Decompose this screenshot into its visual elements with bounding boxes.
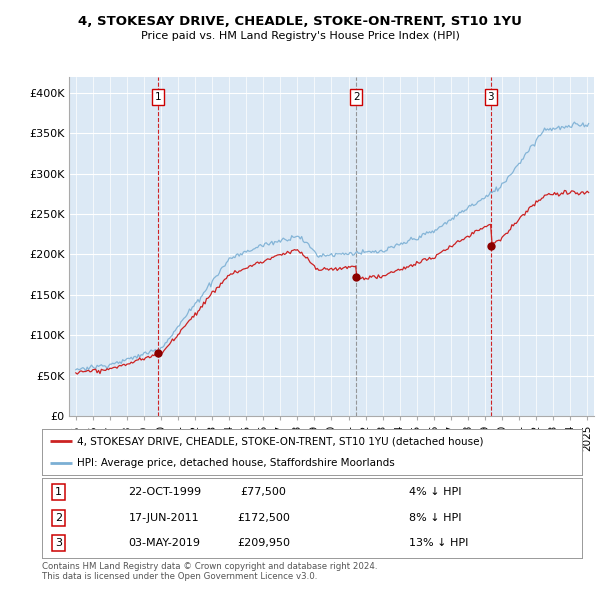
Text: Contains HM Land Registry data © Crown copyright and database right 2024.
This d: Contains HM Land Registry data © Crown c… (42, 562, 377, 581)
Text: 4, STOKESAY DRIVE, CHEADLE, STOKE-ON-TRENT, ST10 1YU: 4, STOKESAY DRIVE, CHEADLE, STOKE-ON-TRE… (78, 15, 522, 28)
Text: 2: 2 (55, 513, 62, 523)
Text: £172,500: £172,500 (237, 513, 290, 523)
Text: Price paid vs. HM Land Registry's House Price Index (HPI): Price paid vs. HM Land Registry's House … (140, 31, 460, 41)
Text: 8% ↓ HPI: 8% ↓ HPI (409, 513, 462, 523)
Text: HPI: Average price, detached house, Staffordshire Moorlands: HPI: Average price, detached house, Staf… (77, 457, 395, 467)
Text: 3: 3 (487, 92, 494, 102)
Text: 1: 1 (154, 92, 161, 102)
Text: 03-MAY-2019: 03-MAY-2019 (128, 538, 200, 548)
Text: 17-JUN-2011: 17-JUN-2011 (128, 513, 199, 523)
Text: 4, STOKESAY DRIVE, CHEADLE, STOKE-ON-TRENT, ST10 1YU (detached house): 4, STOKESAY DRIVE, CHEADLE, STOKE-ON-TRE… (77, 437, 484, 447)
Text: £209,950: £209,950 (237, 538, 290, 548)
Text: 13% ↓ HPI: 13% ↓ HPI (409, 538, 469, 548)
Text: 4% ↓ HPI: 4% ↓ HPI (409, 487, 462, 497)
Text: 2: 2 (353, 92, 359, 102)
Text: 3: 3 (55, 538, 62, 548)
Text: 1: 1 (55, 487, 62, 497)
Text: 22-OCT-1999: 22-OCT-1999 (128, 487, 202, 497)
Text: £77,500: £77,500 (241, 487, 286, 497)
